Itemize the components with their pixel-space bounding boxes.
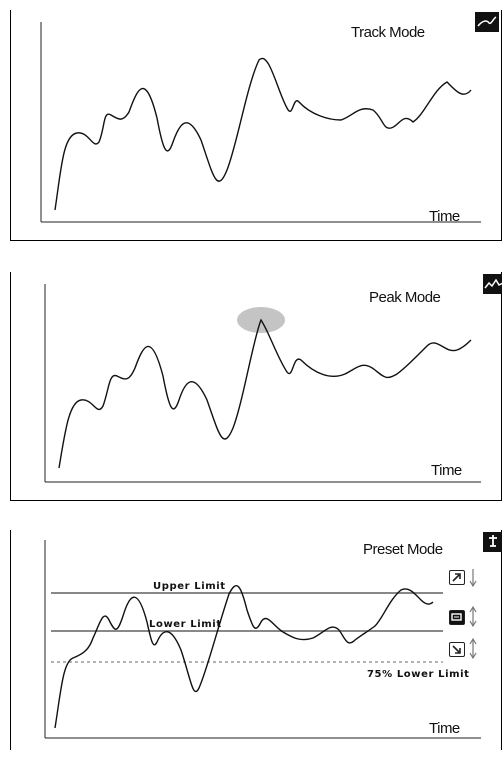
- track-mode-plot: [40, 22, 481, 223]
- signal-curve: [54, 585, 434, 729]
- preset-mode-plot: [44, 540, 481, 739]
- signal-curve: [58, 318, 472, 469]
- lower-limit-label: Lower Limit: [149, 619, 222, 630]
- up-down-arrow-icon[interactable]: [468, 637, 478, 660]
- preset-pin-icon[interactable]: [483, 532, 502, 552]
- expand-diagonal-icon[interactable]: [449, 570, 465, 585]
- peak-mode-plot: [44, 284, 481, 483]
- x-axis-label: Time: [429, 208, 460, 225]
- contract-box-icon[interactable]: [449, 610, 465, 625]
- mode-title: Preset Mode: [363, 541, 443, 558]
- peak-line-icon[interactable]: [483, 274, 502, 294]
- collapse-diagonal-icon[interactable]: [449, 642, 465, 657]
- down-arrow-icon[interactable]: [468, 568, 478, 588]
- x-axis-label: Time: [431, 462, 462, 479]
- preset-mode-panel: Preset Mode Upper Limit Lower Limit 75% …: [10, 530, 502, 750]
- mode-title: Track Mode: [351, 24, 425, 41]
- lower-75-limit-label: 75% Lower Limit: [367, 669, 470, 680]
- peak-mode-panel: Peak Mode Time: [10, 272, 502, 501]
- upper-limit-label: Upper Limit: [153, 581, 226, 592]
- x-axis-label: Time: [429, 720, 460, 737]
- trend-line-icon[interactable]: [475, 12, 499, 32]
- up-down-arrow-icon[interactable]: [468, 605, 478, 628]
- track-mode-panel: Track Mode Time: [10, 10, 502, 241]
- signal-curve: [54, 57, 472, 211]
- mode-title: Peak Mode: [369, 289, 441, 306]
